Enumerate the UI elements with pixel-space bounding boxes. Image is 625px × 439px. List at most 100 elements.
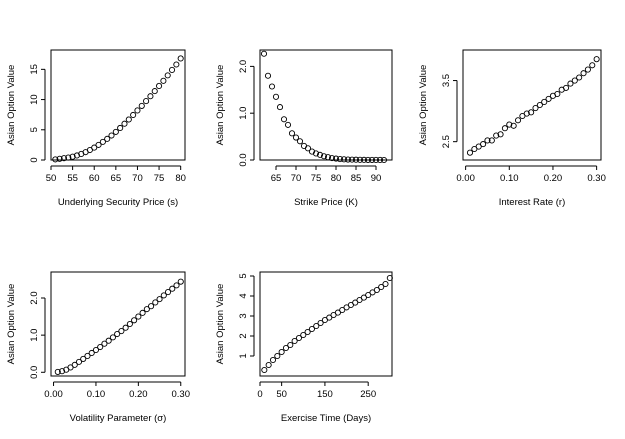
data-point — [134, 107, 141, 114]
data-point — [320, 153, 328, 160]
y-tick-label: 0.0 — [29, 366, 40, 379]
data-point — [563, 84, 570, 91]
data-point — [143, 98, 150, 105]
data-point — [280, 116, 288, 123]
data-point — [156, 296, 163, 303]
plot-frame — [50, 271, 186, 377]
data-point — [334, 309, 341, 316]
data-point — [156, 82, 163, 90]
data-point — [99, 138, 106, 145]
data-point — [101, 340, 108, 347]
data-point — [80, 355, 87, 362]
x-axis-title: Underlying Security Price (s) — [58, 197, 178, 208]
x-tick-label: 70 — [291, 173, 302, 184]
data-point — [378, 283, 385, 291]
data-point — [493, 132, 500, 139]
x-tick-label: 150 — [317, 389, 333, 400]
data-point — [173, 282, 180, 289]
y-tick-label: 3.5 — [441, 74, 452, 87]
data-point — [292, 134, 300, 141]
data-point — [312, 150, 320, 157]
panel-3: 0.00 0.10 0.20 0.30 2.5 3.5 Interest Rate (r) A… — [418, 49, 606, 208]
data-point — [125, 116, 132, 123]
data-point — [151, 88, 158, 95]
data-point — [58, 368, 66, 375]
data-point — [143, 306, 150, 313]
data-point — [97, 343, 104, 351]
data-point — [264, 72, 272, 79]
y-axis-title: Asian Option Value — [215, 65, 226, 146]
plot-frame — [259, 271, 393, 377]
plot-frame — [462, 49, 602, 161]
data-point — [304, 145, 312, 152]
data-point — [532, 105, 539, 112]
data-point — [484, 137, 491, 144]
data-point — [554, 90, 561, 98]
data-point — [317, 319, 324, 327]
y-tick-label: 0.0 — [238, 153, 249, 166]
data-point — [288, 130, 296, 137]
data-point — [501, 125, 508, 132]
x-tick-label: 0.10 — [87, 389, 106, 400]
data-point — [344, 156, 352, 163]
data-point — [373, 286, 380, 294]
data-point — [276, 104, 284, 111]
data-point — [360, 156, 368, 163]
data-point — [65, 154, 72, 161]
data-point — [304, 328, 311, 336]
data-point — [336, 156, 344, 163]
y-tick-label: 5 — [238, 273, 249, 278]
data-point — [152, 299, 159, 306]
x-axis-title: Volatility Parameter (σ) — [70, 413, 167, 424]
data-point — [118, 328, 125, 335]
data-point — [131, 317, 138, 324]
x-tick-label: 50 — [46, 173, 57, 184]
plot-frame — [259, 49, 393, 161]
data-point — [541, 98, 548, 105]
data-point — [339, 306, 346, 314]
data-point — [177, 55, 184, 62]
data-point — [567, 80, 574, 87]
data-point — [584, 66, 591, 73]
data-point — [147, 93, 154, 100]
y-tick-label: 15 — [29, 64, 40, 75]
data-point — [130, 111, 137, 119]
data-point — [506, 121, 513, 128]
x-tick-label: 90 — [371, 173, 382, 184]
x-tick-label: 70 — [132, 173, 143, 184]
x-tick-label: 80 — [175, 173, 186, 184]
data-point — [593, 56, 600, 63]
x-tick-label: 0.20 — [544, 173, 563, 184]
x-tick-label: 75 — [311, 173, 322, 184]
data-point — [528, 109, 535, 116]
data-point — [368, 156, 376, 163]
panel-4: 0.00 0.10 0.20 0.30 0.0 1.0 2.0 Volatility Para… — [6, 271, 191, 424]
data-point — [260, 50, 268, 57]
data-point — [324, 154, 332, 161]
data-point — [112, 128, 119, 135]
x-axis-title: Exercise Time (Days) — [281, 413, 371, 424]
data-point — [365, 291, 372, 299]
x-tick-label: 65 — [271, 173, 282, 184]
data-point — [308, 325, 315, 333]
x-tick-label: 85 — [351, 173, 362, 184]
data-point — [117, 124, 124, 132]
data-point — [135, 313, 142, 320]
data-point — [372, 156, 380, 164]
x-tick-label: 0.30 — [172, 389, 191, 400]
data-point — [56, 155, 63, 162]
data-point — [160, 292, 167, 299]
y-axis-title: Asian Option Value — [418, 65, 429, 146]
data-point — [269, 356, 277, 364]
data-point — [376, 156, 384, 164]
x-tick-label: 0.20 — [129, 389, 148, 400]
data-point — [109, 334, 116, 341]
y-tick-label: 2.0 — [238, 60, 249, 73]
data-point — [126, 320, 133, 328]
data-point — [576, 74, 583, 81]
data-point — [278, 348, 285, 356]
data-point — [514, 117, 522, 124]
x-tick-label: 55 — [67, 173, 78, 184]
y-tick-label: 2 — [238, 333, 249, 338]
